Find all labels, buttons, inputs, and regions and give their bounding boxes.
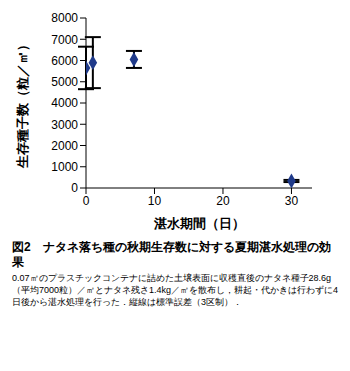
svg-text:1000: 1000 [51,160,78,174]
svg-text:0: 0 [71,181,78,195]
svg-text:8000: 8000 [51,11,78,25]
svg-text:10: 10 [148,194,162,208]
svg-text:7000: 7000 [51,33,78,47]
svg-text:30: 30 [285,194,299,208]
html-text:0.07㎡のプラスチックコンテナに詰めた土壌表面に収穫直後の: 0.07㎡のプラスチックコンテナに詰めた土壌表面に収穫直後のナタネ種子28.6g… [12,273,338,307]
svg-text:0: 0 [83,194,90,208]
svg-text:20: 20 [216,194,230,208]
svg-text:2000: 2000 [51,139,78,153]
svg-text:6000: 6000 [51,54,78,68]
svg-text:湛水期間（日）: 湛水期間（日） [153,216,245,231]
html-text:図2 ナタネ落ち種の秋期生存数に対する夏期湛水処理の効果: 図2 ナタネ落ち種の秋期生存数に対する夏期湛水処理の効果 [12,240,331,269]
svg-text:5000: 5000 [51,75,78,89]
svg-text:3000: 3000 [51,118,78,132]
svg-text:生存種子数（粒／㎡）: 生存種子数（粒／㎡） [15,38,30,169]
svg-text:4000: 4000 [51,96,78,110]
